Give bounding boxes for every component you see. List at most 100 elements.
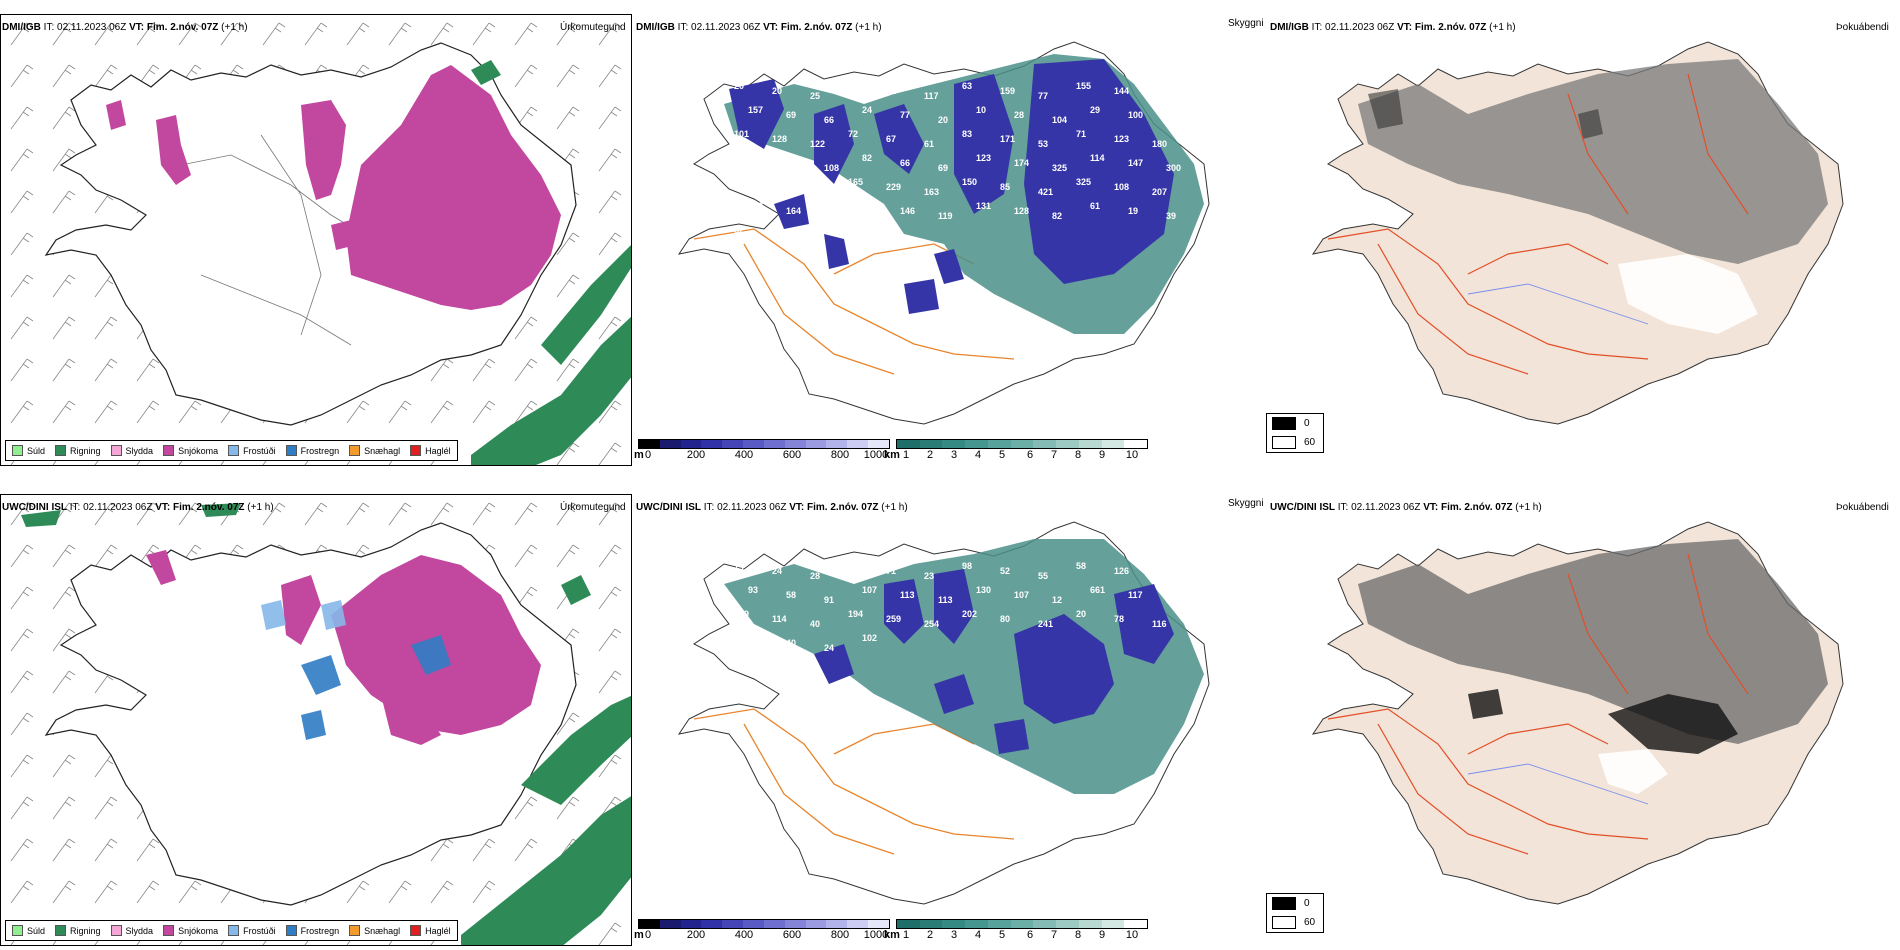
cloud-base-label: 53 (1038, 139, 1048, 149)
cloud-base-label: 300 (1166, 163, 1181, 173)
legend-item: Frostúði (228, 925, 276, 936)
cloud-base-label: 119 (938, 211, 953, 221)
precip-legend-bottom: Súld Rigning Slydda Snjókoma Frostúði Fr… (5, 920, 458, 941)
dense-fog-areas (1468, 689, 1738, 754)
tick: 600 (782, 929, 802, 941)
cloud-base-label: 23 (924, 571, 934, 581)
legend-swatch (110, 445, 122, 456)
tick: 1000 (863, 929, 889, 941)
cloud-base-label: 108 (1114, 182, 1129, 192)
cloud-base-label: 165 (848, 177, 863, 187)
height-unit: m (634, 929, 644, 941)
cloud-base-label: 92 (1152, 91, 1162, 101)
clear-areas (1598, 749, 1668, 794)
cloud-base-label: 98 (962, 561, 972, 571)
precip-map-bottom (1, 495, 631, 945)
lead-time: (+1 h) (247, 502, 274, 513)
cloud-base-label: 12 (886, 86, 896, 96)
tick: 400 (734, 449, 754, 461)
cloud-base-label: 104 (1052, 115, 1067, 125)
cloud-map-bottom (677, 521, 1210, 905)
cloud-base-label: 20 (734, 81, 744, 91)
cloud-base-label: 107 (862, 585, 877, 595)
panel-title-cloud: Skyggni (1228, 18, 1264, 29)
legend-swatch (349, 925, 361, 936)
cloud-base-label: 163 (924, 187, 939, 197)
panel-header: DMI/IGB IT: 02.11.2023 06Z VT: Fim. 2.nó… (2, 22, 248, 33)
cloud-base-label: 91 (824, 595, 834, 605)
cloud-base-label: 102 (862, 633, 877, 643)
init-time: IT: 02.11.2023 06Z (703, 502, 787, 513)
cloud-base-label: 164 (786, 206, 801, 216)
cloud-base-label: 229 (886, 182, 901, 192)
tick: 0 (644, 929, 652, 941)
cloud-base-label: 101 (734, 129, 749, 139)
cloud-base-label: 108 (824, 163, 839, 173)
fog-swatch (1272, 417, 1296, 430)
cloud-base-label: 10 (976, 105, 986, 115)
legend-label: Snæhagl (364, 445, 401, 456)
cloud-base-label: 131 (976, 201, 991, 211)
legend-item: Frostregn (285, 925, 339, 936)
cloud-base-label: 110 (862, 201, 877, 211)
cloud-base-label: 171 (1000, 134, 1015, 144)
cloud-base-label: 99 (748, 633, 758, 643)
legend-swatch (349, 445, 361, 456)
legend-label: Súld (27, 925, 46, 936)
cloud-base-label: 40 (810, 619, 820, 629)
init-time: IT: 02.11.2023 06Z (677, 22, 761, 33)
cloud-base-label: 104 (1166, 595, 1181, 605)
cloud-base-labels-top: 20 20 25 25 12 117 63 159 77 155 144 92 157 69 66 24 77 2… (734, 81, 1181, 235)
legend-swatch (410, 445, 422, 456)
visibility-unit: km (884, 449, 900, 461)
cloud-base-label: 25 (810, 91, 820, 101)
tick: 5 (998, 449, 1006, 461)
tick: 2 (926, 449, 934, 461)
cloud-base-label: 114 (772, 614, 787, 624)
cloud-base-label: 117 (1128, 590, 1143, 600)
cloud-base-label: 77 (1038, 91, 1048, 101)
cloud-base-label: 126 (1114, 566, 1129, 576)
valid-label: VT: (763, 22, 779, 33)
legend-label: Haglél (425, 445, 451, 456)
init-time: IT: 02.11.2023 06Z (1311, 22, 1395, 33)
cloud-base-label: 85 (1000, 182, 1010, 192)
fog-scale-bottom: 0 60 (1266, 893, 1324, 933)
fog-swatch (1272, 916, 1296, 929)
init-time: IT: 02.11.2023 06Z (43, 22, 127, 33)
legend-swatch (285, 925, 297, 936)
cloud-base-label: 259 (886, 614, 901, 624)
lead-time: (+1 h) (221, 22, 248, 33)
lead-time: (+1 h) (1515, 502, 1542, 513)
cloud-base-label: 157 (734, 177, 749, 187)
legend-item: Frostregn (285, 445, 339, 456)
cloud-base-label: 40 (786, 638, 796, 648)
clear-areas (1618, 254, 1758, 334)
fog-label: 0 (1304, 898, 1310, 909)
cloud-base-label: 82 (862, 153, 872, 163)
cloud-base-label: 325 (1052, 163, 1067, 173)
legend-swatch (163, 445, 175, 456)
cloud-base-label: 20 (772, 86, 782, 96)
tick: 3 (950, 449, 958, 461)
cloud-base-label: 254 (772, 182, 787, 192)
fog-swatch (1272, 897, 1296, 910)
cloud-base-label: 144 (1114, 86, 1129, 96)
panel-header: DMI/IGB IT: 02.11.2023 06Z VT: Fim. 2.nó… (1270, 22, 1516, 33)
cloud-base-label: 169 (734, 609, 749, 619)
legend-item: Snæhagl (349, 925, 400, 936)
lead-time: (+1 h) (1489, 22, 1516, 33)
cloud-base-label: 19 (1128, 206, 1138, 216)
height-unit: m (634, 449, 644, 461)
cloud-base-label: 71 (886, 566, 896, 576)
cloud-base-label: 20 (938, 115, 948, 125)
model-name: UWC/DINI ISL (636, 502, 701, 513)
legend-swatch (12, 925, 23, 936)
cloud-base-label: 147 (1128, 158, 1143, 168)
legend-item: Haglél (410, 445, 451, 456)
panel-title-fog: Þokuábendi (1836, 502, 1889, 513)
legend-item: Snjókoma (163, 445, 218, 456)
cloud-panel-bottom: m 0 200 400 600 800 1000 km 1 2 3 4 5 6 … (634, 494, 1266, 946)
fog-swatch (1272, 436, 1296, 449)
cloud-base-label: 133 (824, 211, 839, 221)
